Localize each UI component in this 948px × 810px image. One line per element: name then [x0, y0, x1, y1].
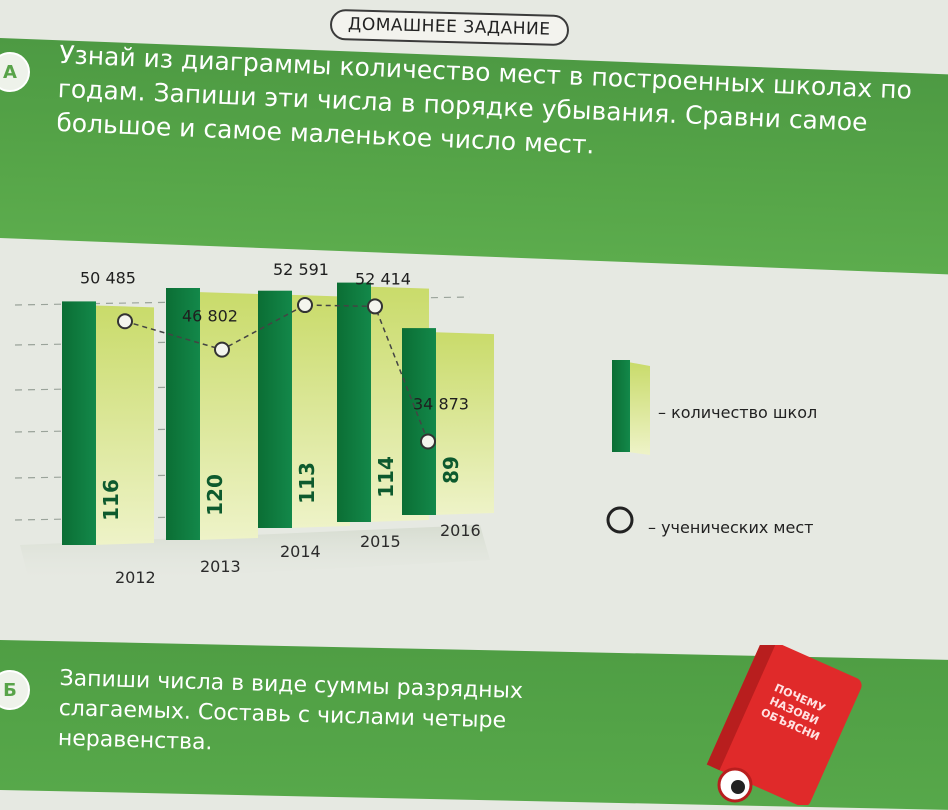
x-tick-label: 2014 [280, 542, 321, 561]
x-tick-label: 2015 [360, 532, 401, 551]
places-point [367, 298, 383, 315]
legend-item-bar: – количество школ [612, 360, 817, 455]
bar-value-label: 89 [439, 456, 463, 484]
legend-circle-icon [606, 506, 634, 534]
bar: 113 [258, 290, 350, 528]
bar-dark-face [258, 290, 292, 528]
bar-value-label: 114 [374, 456, 398, 498]
bar: 116 [62, 301, 154, 545]
legend-label: – количество школ [658, 403, 817, 422]
bar-value-label: 113 [295, 462, 319, 504]
places-value-label: 50 485 [80, 268, 136, 287]
book-mascot: ПОЧЕМУ НАЗОВИ ОБЪЯСНИ [706, 645, 862, 805]
bar-value-label: 116 [99, 479, 123, 521]
task-b-text: Запиши числа в виде суммы разрядных слаг… [57, 665, 524, 756]
places-point [214, 341, 230, 358]
places-point [420, 433, 436, 450]
bar-light-face [288, 294, 350, 528]
places-point [297, 297, 313, 314]
x-tick-label: 2016 [440, 521, 481, 540]
bar-dark-face [337, 282, 371, 522]
mascot-pupil [731, 780, 745, 794]
places-line [124, 304, 429, 442]
legend-item-circle: – ученических мест [606, 506, 813, 537]
bar-dark-face [62, 301, 96, 545]
x-tick-label: 2012 [115, 568, 156, 587]
places-value-label: 46 802 [182, 307, 238, 326]
bar-value-label: 120 [203, 474, 227, 516]
bar: 89 [402, 328, 494, 515]
legend-bar-dark [612, 360, 630, 452]
bar-line-chart: 116 120 113 114 89 50 485 46 802 52 591 52 414 3… [14, 260, 817, 587]
bar-dark-face [402, 328, 436, 515]
bar-dark-face [166, 288, 200, 540]
places-value-label: 34 873 [413, 394, 469, 413]
task-b-marker-label: Б [3, 679, 17, 701]
bar-light-face [92, 305, 154, 545]
legend-label: – ученических мест [648, 518, 813, 537]
legend-bar-light [628, 362, 650, 455]
places-point [117, 313, 133, 330]
bar-light-face [432, 332, 494, 515]
task-a-marker: А [0, 52, 30, 92]
places-value-label: 52 414 [355, 269, 411, 288]
x-tick-label: 2013 [200, 557, 241, 576]
bar: 120 [166, 288, 258, 540]
task-a-marker-label: А [3, 61, 17, 83]
places-value-label: 52 591 [273, 260, 329, 279]
bar-light-face [196, 292, 258, 540]
